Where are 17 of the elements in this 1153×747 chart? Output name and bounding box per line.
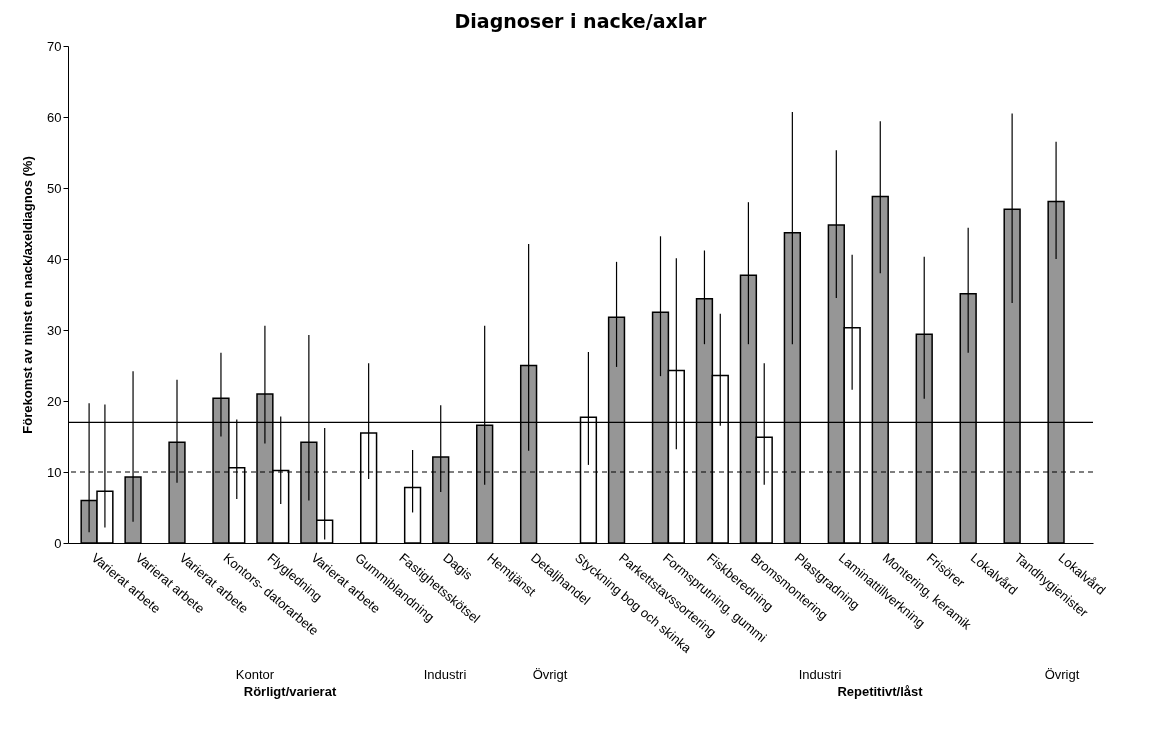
y-tick-label: 50 xyxy=(47,180,62,196)
text: Industri xyxy=(423,667,467,682)
y-tick-label: 0 xyxy=(54,535,62,551)
text: Repetitivt/låst xyxy=(837,684,923,699)
chart-title: Diagnoser i nacke/axlar xyxy=(454,10,708,32)
text: Rörligt/varierat xyxy=(243,684,337,699)
y-axis-title: Förekomst av minst en nack/axeldiagnos (%) xyxy=(20,156,36,434)
text: Övrigt xyxy=(1044,667,1080,682)
text: Kontor xyxy=(235,667,275,682)
text: Övrigt xyxy=(532,667,568,682)
y-tick-label: 40 xyxy=(47,251,62,267)
y-tick-label: 70 xyxy=(47,38,62,54)
y-tick-label: 30 xyxy=(47,322,62,338)
y-tick-label: 10 xyxy=(47,464,62,480)
text: Industri xyxy=(798,667,842,682)
y-tick-label: 20 xyxy=(47,393,62,409)
y-tick-label: 60 xyxy=(47,109,62,125)
